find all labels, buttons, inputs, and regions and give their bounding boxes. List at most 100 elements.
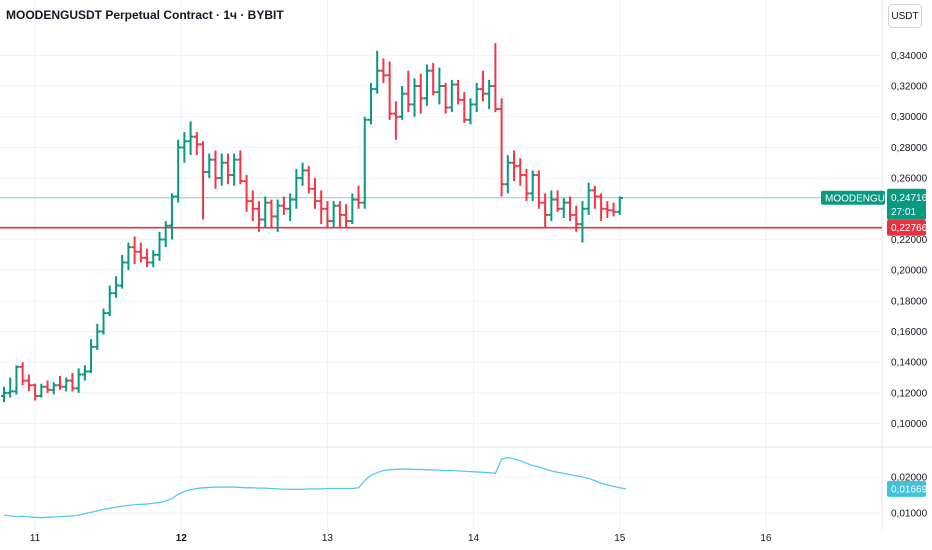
- indicator-line: [3, 456, 627, 519]
- ohlc-bar: [455, 79, 462, 105]
- current-price-label: 0,24716: [891, 193, 928, 204]
- ohlc-bar: [386, 61, 393, 120]
- ohlc-bar: [200, 141, 207, 220]
- ohlc-bar: [75, 368, 82, 393]
- ohlc-bar: [125, 242, 132, 271]
- ohlc-bar: [56, 376, 63, 390]
- ohlc-bar: [280, 196, 287, 215]
- price-tick-label: 0,30000: [891, 112, 928, 123]
- ohlc-bar: [604, 201, 611, 218]
- ohlc-bars: [1, 43, 623, 403]
- ohlc-bar: [69, 372, 76, 392]
- ohlc-bar: [88, 339, 95, 373]
- ohlc-bar: [187, 121, 194, 156]
- currency-button[interactable]: USDT: [888, 4, 922, 28]
- ohlc-bar: [144, 248, 151, 268]
- ohlc-bar: [224, 153, 231, 185]
- ohlc-bar: [131, 236, 138, 265]
- ohlc-bar: [1, 386, 7, 403]
- ohlc-bar: [554, 190, 561, 212]
- ohlc-bar: [150, 250, 157, 268]
- ohlc-bar: [243, 175, 250, 212]
- ohlc-bar: [467, 98, 474, 125]
- ohlc-bar: [175, 139, 182, 203]
- ohlc-bar: [374, 50, 381, 94]
- ohlc-bar: [38, 383, 45, 398]
- indicator-tick-label: 0,01000: [891, 509, 928, 520]
- ohlc-bar: [137, 242, 144, 263]
- ohlc-bar: [181, 132, 188, 163]
- price-tick-label: 0,16000: [891, 327, 928, 338]
- time-tick-label: 16: [760, 533, 772, 544]
- ohlc-bar: [479, 70, 486, 102]
- ohlc-bar: [212, 150, 219, 189]
- ohlc-bar: [399, 86, 406, 120]
- ohlc-bar: [367, 82, 374, 125]
- ohlc-bar: [100, 308, 107, 335]
- ohlc-bar: [193, 132, 200, 156]
- ohlc-bar: [268, 199, 275, 228]
- time-tick-label: 15: [614, 533, 626, 544]
- ohlc-bar: [336, 201, 343, 228]
- ohlc-bar: [44, 380, 51, 393]
- ohlc-bar: [19, 362, 26, 386]
- ohlc-bar: [473, 82, 480, 113]
- level-tag-label: 0,22766: [891, 223, 928, 234]
- ohlc-bar: [330, 201, 337, 228]
- ohlc-bar: [567, 196, 574, 222]
- ohlc-bar: [32, 383, 39, 401]
- ohlc-bar: [287, 193, 294, 222]
- ohlc-bar: [598, 193, 605, 222]
- ohlc-bar: [156, 231, 163, 261]
- indicator-tick-label: 0,02000: [891, 473, 928, 484]
- ohlc-bar: [7, 377, 14, 398]
- time-tick-label: 12: [176, 533, 188, 544]
- ohlc-bar: [579, 201, 586, 243]
- ohlc-bar: [81, 365, 88, 381]
- indicator-value-tag: [887, 480, 926, 497]
- ohlc-bar: [206, 153, 213, 179]
- ohlc-bar: [299, 162, 306, 186]
- ohlc-bar: [349, 193, 356, 225]
- ohlc-bar: [50, 382, 57, 395]
- time-tick-label: 14: [468, 533, 480, 544]
- symbol-tag: [821, 190, 885, 205]
- ohlc-bar: [343, 204, 350, 228]
- indicator-value-label: 0,01669: [891, 484, 928, 495]
- ohlc-bar: [492, 43, 499, 113]
- ohlc-bar: [380, 58, 387, 83]
- ohlc-bar: [63, 377, 70, 392]
- price-tick-label: 0,12000: [891, 388, 928, 399]
- ohlc-bar: [112, 276, 119, 298]
- ohlc-bar: [237, 150, 244, 185]
- ohlc-bar: [535, 170, 542, 209]
- ohlc-bar: [312, 178, 318, 209]
- ohlc-bar: [262, 196, 269, 228]
- current-price-tag: [887, 188, 926, 220]
- ohlc-bar: [274, 199, 281, 232]
- ohlc-bar: [442, 82, 449, 114]
- ohlc-bar: [25, 374, 32, 392]
- price-tick-label: 0,32000: [891, 82, 928, 93]
- ohlc-bar: [542, 193, 549, 228]
- ohlc-bar: [324, 201, 331, 228]
- ohlc-bar: [423, 64, 430, 106]
- ohlc-bar: [256, 201, 263, 232]
- ohlc-bar: [486, 79, 493, 110]
- ohlc-bar: [162, 221, 169, 248]
- price-tick-label: 0,14000: [891, 358, 928, 369]
- ohlc-bar: [529, 170, 536, 202]
- ohlc-bar: [106, 285, 113, 317]
- ohlc-bar: [411, 78, 418, 117]
- ohlc-bar: [293, 168, 300, 209]
- price-tick-label: 0,18000: [891, 296, 928, 307]
- ohlc-bar: [517, 158, 524, 186]
- ohlc-bar: [318, 190, 325, 225]
- price-tick-label: 0,26000: [891, 174, 928, 185]
- level-tag: [887, 219, 926, 236]
- ohlc-bar: [430, 63, 437, 96]
- ohlc-bar: [392, 101, 399, 140]
- price-tick-label: 0,28000: [891, 143, 928, 154]
- countdown-label: 27:01: [891, 207, 916, 218]
